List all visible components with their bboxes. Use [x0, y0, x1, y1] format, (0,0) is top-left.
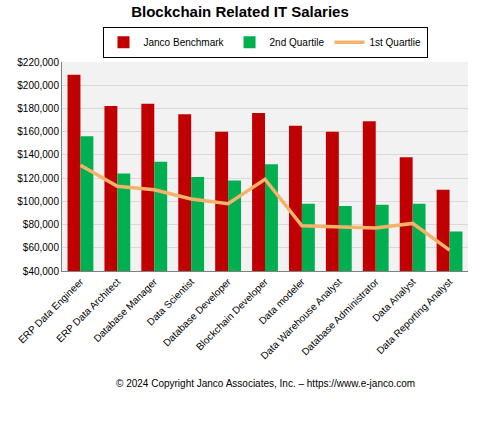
svg-text:Data Warehouse Analyst: Data Warehouse Analyst: [258, 276, 343, 361]
svg-text:Database Administrator: Database Administrator: [299, 276, 381, 358]
svg-text:Blockchain Developer: Blockchain Developer: [194, 276, 271, 353]
svg-text:Data Scientist: Data Scientist: [145, 276, 197, 328]
svg-text:Blockchain Related IT Salaries: Blockchain Related IT Salaries: [131, 3, 349, 20]
svg-text:Database Developer: Database Developer: [161, 276, 234, 349]
svg-text:$40,000: $40,000: [23, 266, 60, 277]
svg-text:$100,000: $100,000: [17, 196, 59, 207]
svg-text:$180,000: $180,000: [17, 103, 59, 114]
svg-text:$60,000: $60,000: [23, 242, 60, 253]
svg-text:Janco Benchmark: Janco Benchmark: [144, 37, 225, 48]
svg-text:Data modeler: Data modeler: [257, 276, 308, 327]
svg-text:Database Manager: Database Manager: [91, 276, 159, 344]
svg-text:$220,000: $220,000: [17, 57, 59, 68]
svg-text:1st Quartlie: 1st Quartlie: [369, 37, 421, 48]
svg-text:Data Reporting Analyst: Data Reporting Analyst: [374, 276, 454, 356]
svg-text:2nd Quartile: 2nd Quartile: [270, 37, 325, 48]
svg-text:$200,000: $200,000: [17, 80, 59, 91]
svg-text:$120,000: $120,000: [17, 173, 59, 184]
svg-text:ERP Data Architect: ERP Data Architect: [54, 276, 122, 344]
svg-text:Data Analyst: Data Analyst: [370, 276, 418, 324]
svg-text:$160,000: $160,000: [17, 126, 59, 137]
svg-text:© 2024 Copyright Janco Associa: © 2024 Copyright Janco Associates, Inc. …: [116, 378, 415, 389]
svg-text:ERP Data Engineer: ERP Data Engineer: [16, 276, 86, 346]
svg-text:$80,000: $80,000: [23, 219, 60, 230]
svg-text:$140,000: $140,000: [17, 149, 59, 160]
